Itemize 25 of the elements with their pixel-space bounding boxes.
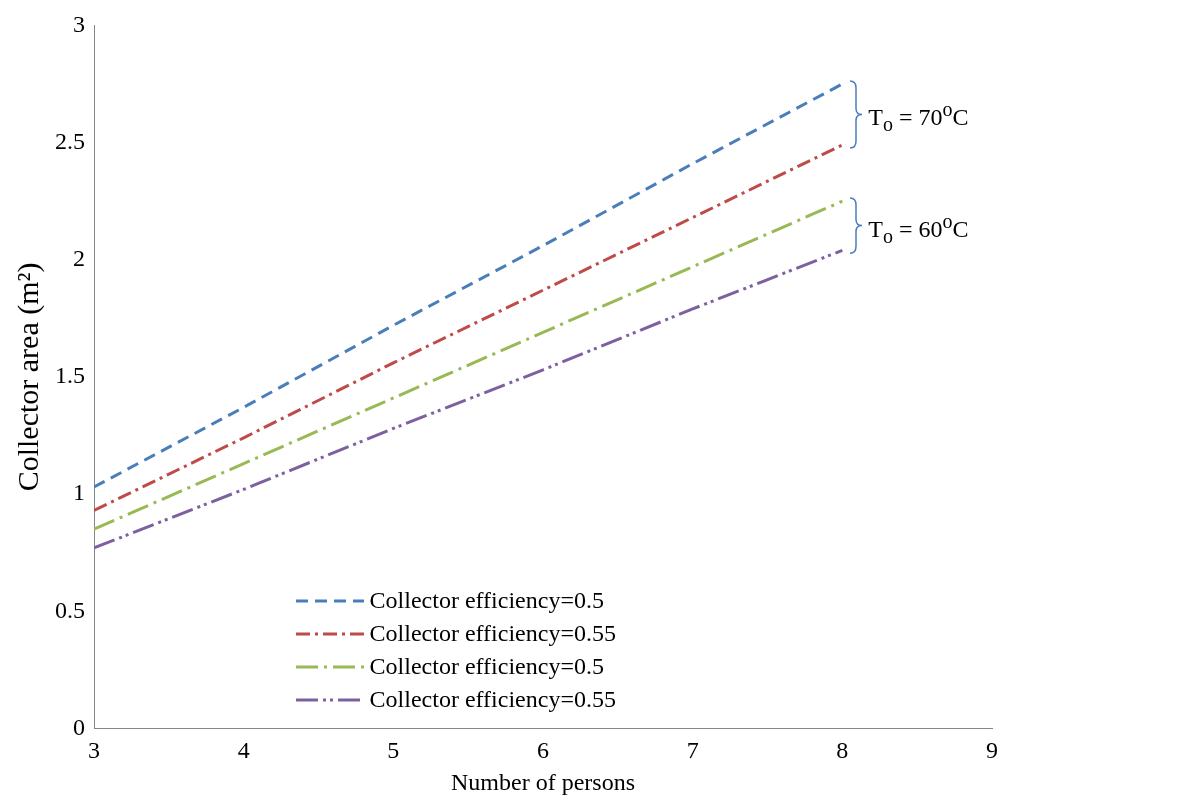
x-tick-label: 5 bbox=[387, 737, 400, 764]
y-tick-label: 3 bbox=[73, 10, 85, 37]
line-series bbox=[94, 82, 844, 489]
x-tick-label: 6 bbox=[537, 737, 549, 764]
annotation: T$_{o}$ = 60$^{o}$C bbox=[868, 209, 969, 248]
x-tick-label: 9 bbox=[986, 737, 998, 764]
y-axis-title: Collector area (m²) bbox=[10, 262, 45, 492]
line-series bbox=[94, 199, 844, 531]
x-tick-label: 4 bbox=[237, 737, 250, 764]
y-tick-label: 0.5 bbox=[55, 596, 85, 623]
line-series bbox=[94, 143, 844, 512]
x-tick-label: 7 bbox=[686, 737, 699, 764]
x-axis-title: Number of persons bbox=[451, 768, 635, 795]
legend-label: Collector efficiency=0.55 bbox=[369, 620, 616, 648]
y-tick-label: 1.5 bbox=[55, 362, 85, 389]
x-tick-label: 8 bbox=[836, 737, 849, 764]
y-tick-label: 0 bbox=[73, 713, 85, 740]
line-series bbox=[94, 248, 844, 550]
y-tick-label: 2 bbox=[73, 245, 85, 272]
annotation: T$_{o}$ = 70$^{o}$C bbox=[868, 98, 969, 137]
legend-label: Collector efficiency=0.5 bbox=[369, 653, 604, 681]
legend-label: Collector efficiency=0.55 bbox=[369, 686, 616, 714]
y-tick-label: 1 bbox=[73, 479, 85, 506]
y-tick-label: 2.5 bbox=[55, 127, 85, 154]
legend-label: Collector efficiency=0.5 bbox=[369, 587, 604, 615]
